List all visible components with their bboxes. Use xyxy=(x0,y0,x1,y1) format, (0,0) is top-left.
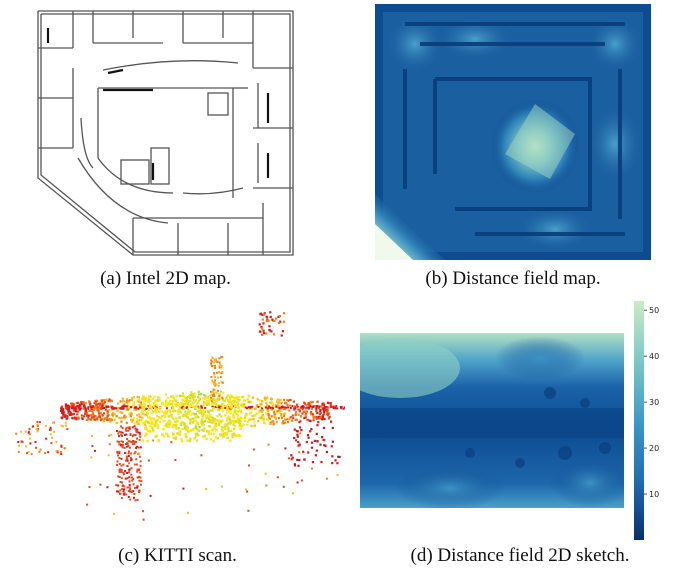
colorbar-tick-label: 10 xyxy=(649,490,659,499)
kitti-scan-image xyxy=(15,311,345,521)
colorbar-image: 10 20 30 40 50 xyxy=(634,301,659,540)
caption-d: (d) Distance field 2D sketch. xyxy=(410,545,630,566)
caption-b: (b) Distance field map. xyxy=(425,268,601,289)
caption-a: (a) Intel 2D map. xyxy=(100,268,231,289)
colorbar: 10 20 30 40 50 xyxy=(628,298,688,543)
panel-b-distance-field-map xyxy=(375,4,651,260)
colorbar-tick-label: 30 xyxy=(649,398,659,407)
distance-field-map-image xyxy=(375,4,651,260)
intel-map-image xyxy=(37,10,294,256)
colorbar-gradient xyxy=(634,301,644,540)
colorbar-tick-label: 40 xyxy=(649,352,659,361)
panel-d-distance-field-sketch xyxy=(360,333,624,508)
distance-field-sketch-image xyxy=(360,333,624,508)
caption-c: (c) KITTI scan. xyxy=(118,545,237,566)
colorbar-tick-label: 50 xyxy=(649,306,659,315)
colorbar-tick-label: 20 xyxy=(649,444,659,453)
panel-c-kitti-scan xyxy=(10,305,345,530)
panel-a-intel-map xyxy=(33,8,298,258)
